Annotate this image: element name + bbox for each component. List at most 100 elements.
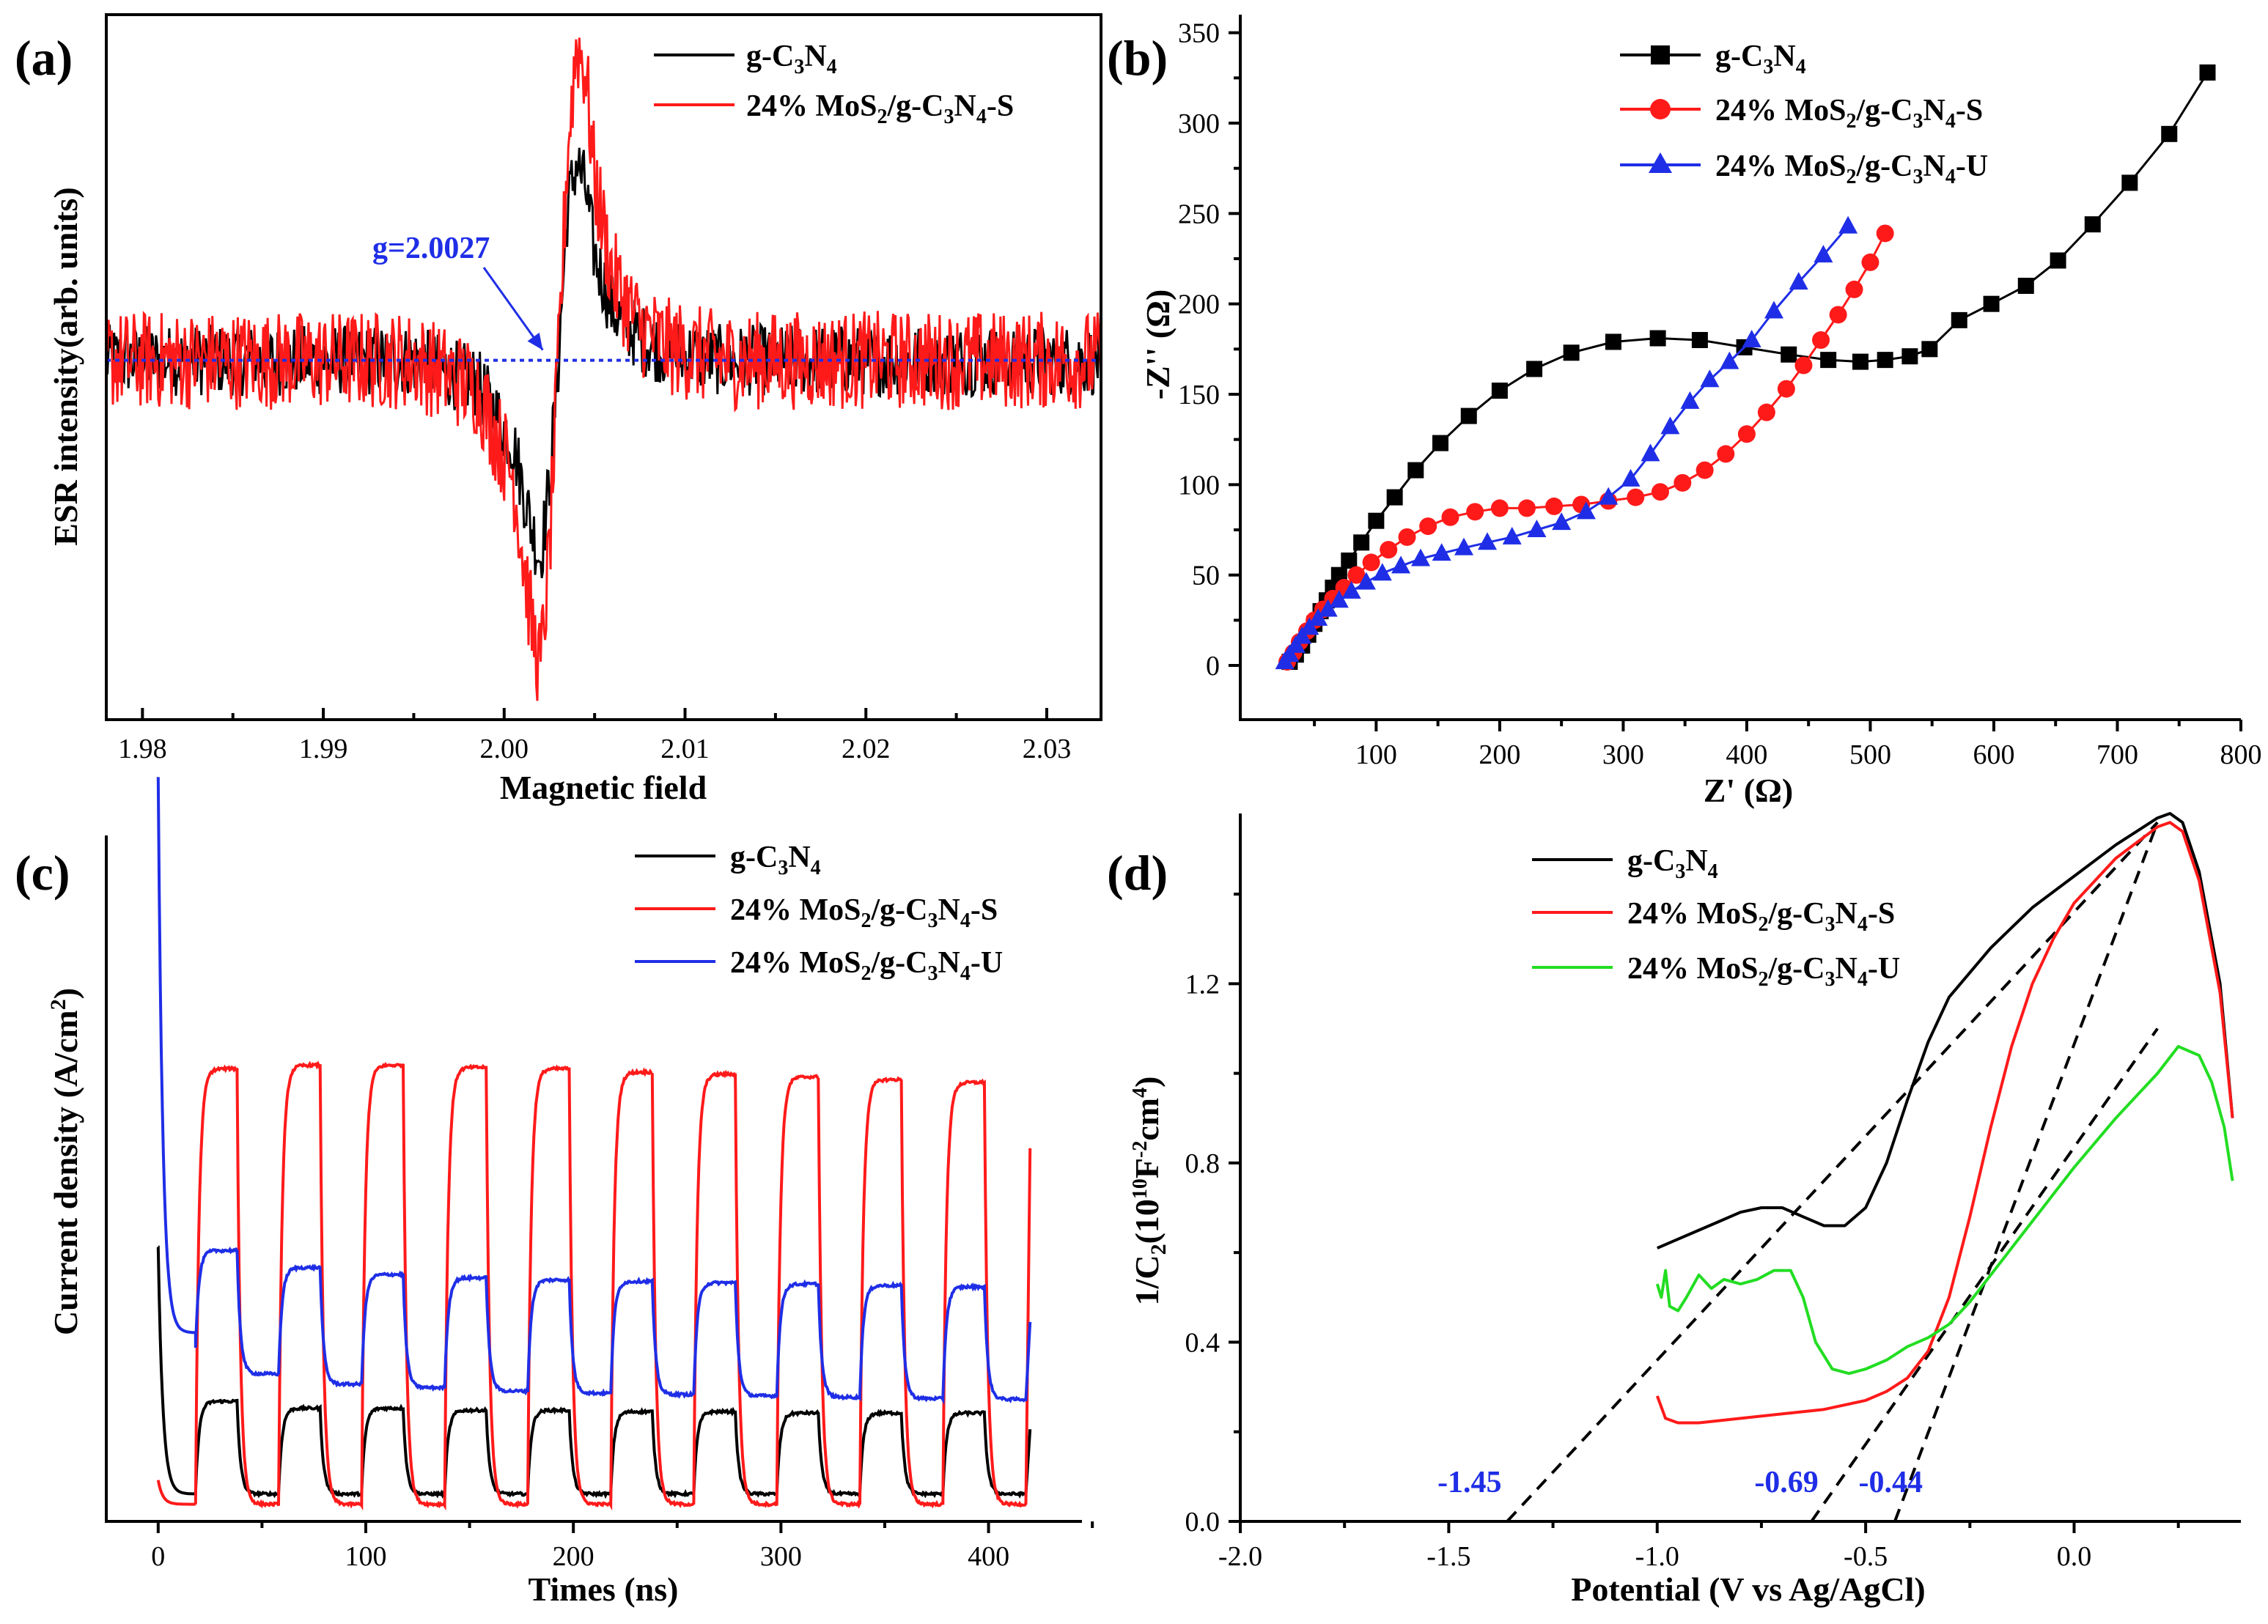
panel-d-legend: g-C3N4 24% MoS2/g-C3N4-S 24% MoS2/g-C3N4… (1532, 844, 1900, 991)
panel-a-xlabel: Magnetic field (500, 769, 707, 806)
tick-label-b-y: 300 (1178, 108, 1220, 139)
data-point (1368, 512, 1385, 529)
data-point (1599, 487, 1619, 505)
tick-label-d-y: 1.2 (1185, 969, 1220, 1000)
panel-c-xlabel: Times (ns) (529, 1571, 679, 1608)
tick-label-c-x: 100 (345, 1541, 386, 1572)
tick-label-b-x: 100 (1355, 739, 1397, 770)
data-point (1300, 617, 1319, 635)
tick-label-d-x: -2.0 (1218, 1541, 1262, 1572)
tick-label-d-x: -1.0 (1635, 1541, 1679, 1572)
data-point (1845, 280, 1863, 298)
legend-b-circle-marker (1650, 99, 1671, 119)
panel-a-annotation-arrow (482, 267, 544, 351)
tick-label-b-y: 250 (1178, 199, 1220, 229)
data-point (1341, 580, 1361, 599)
tick-label-b-x: 400 (1726, 739, 1767, 770)
data-point (1777, 380, 1795, 398)
tick-label-c-x: 0 (151, 1541, 165, 1572)
panel-d-xlabel: Potential (V vs Ag/AgCl) (1571, 1571, 1925, 1608)
data-point (1386, 489, 1403, 506)
data-point (1292, 626, 1312, 644)
data-point (1696, 461, 1714, 479)
tick-label-c-x: 200 (553, 1541, 594, 1572)
data-point (1814, 245, 1833, 263)
panel-a-ylabel: ESR intensity(arb. units) (47, 187, 84, 545)
data-point (1901, 348, 1918, 365)
data-point (1380, 541, 1398, 559)
data-point (1490, 499, 1509, 517)
data-point (1491, 383, 1508, 399)
data-point (2121, 174, 2138, 191)
panel-c-series (156, 777, 1032, 1511)
panel-a-label: (a) (15, 30, 73, 86)
tick-label-d-x: -1.5 (1426, 1541, 1470, 1572)
legend-a-g-c3n4: g-C3N4 (746, 40, 837, 78)
data-point (1454, 537, 1474, 556)
data-point (1742, 330, 1761, 347)
data-point (1460, 407, 1477, 424)
panel-b-axes: 100 200 300 400 500 600 700 800 0 50 100 150 200 250 3… (1178, 15, 2262, 770)
data-point (1812, 331, 1830, 349)
tick-label-b-y: 100 (1178, 470, 1220, 501)
tick-label-a: 2.00 (480, 734, 529, 764)
legend-b-g-c3n4: g-C3N4 (1715, 40, 1806, 78)
tangent-line (1506, 821, 2159, 1523)
data-point (1641, 443, 1660, 462)
data-point (1737, 425, 1756, 443)
tick-label-b-x: 600 (1973, 739, 2014, 770)
tick-label-a: 1.99 (299, 734, 348, 764)
tick-label-b-x: 700 (2096, 739, 2138, 770)
series-d-24-mos2-g-c3n4-u (1655, 1044, 2234, 1376)
panel-a-frame (105, 13, 1102, 721)
data-point (1341, 552, 1358, 569)
data-point (1983, 295, 2000, 312)
data-point (1502, 526, 1522, 545)
panel-c-legend: g-C3N4 24% MoS2/g-C3N4-S 24% MoS2/g-C3N4… (635, 841, 1003, 985)
data-point (1660, 416, 1680, 435)
data-point (1563, 344, 1580, 361)
panel-d-intercept-labels: -1.45 -0.69 -0.44 (1437, 1466, 1923, 1499)
data-point (1407, 462, 1424, 479)
tick-label-b-x: 800 (2220, 739, 2262, 770)
panel-d-ylabel: 1/C2(1010F-2cm4) (1128, 1077, 1171, 1306)
panel-d-tangent-lines (1506, 821, 2160, 1523)
panel-c-x-ticks: 0 100 200 300 400 (151, 1521, 1094, 1572)
data-point (1280, 644, 1300, 662)
data-point (2161, 125, 2178, 142)
data-point (1794, 356, 1813, 374)
tick-label-b-x: 200 (1479, 739, 1520, 770)
data-point (2050, 252, 2066, 269)
panel-d-label: (d) (1107, 845, 1168, 901)
tick-label-a: 2.03 (1023, 734, 1072, 764)
tick-label-b-y: 150 (1178, 380, 1220, 410)
intercept-label: -0.69 (1754, 1466, 1819, 1499)
data-point (1764, 300, 1783, 319)
tick-label-b-y: 0 (1206, 651, 1220, 682)
panel-a-series (105, 37, 1102, 701)
panel-b-series (1275, 64, 2216, 671)
tick-label-d-x: -0.5 (1844, 1541, 1888, 1572)
tick-label-a: 1.98 (118, 734, 167, 764)
data-point (1921, 341, 1938, 358)
data-point (1621, 468, 1641, 487)
panel-d-mott-schottky-chart: (d) -2.0 -1.5 -1.0 -0.5 0.0 0.0 0.4 0.8 1.2 -1.4… (1107, 812, 2241, 1608)
data-point (1411, 548, 1431, 566)
data-point (1372, 563, 1392, 581)
data-point (1478, 532, 1498, 550)
panel-b-xlabel: Z' (Ω) (1704, 772, 1793, 809)
tangent-line (1810, 1027, 2159, 1523)
data-point (1362, 553, 1380, 572)
tick-label-d-y: 0.4 (1185, 1327, 1220, 1358)
data-point (1789, 272, 1808, 290)
data-point (1838, 215, 1858, 234)
data-point (1627, 488, 1645, 506)
panel-c-label: (c) (15, 845, 70, 901)
data-point (2084, 216, 2101, 233)
tick-label-b-x: 500 (1849, 739, 1891, 770)
data-point (1605, 333, 1621, 350)
data-point (1781, 346, 1797, 363)
intercept-label: -0.44 (1859, 1466, 1923, 1499)
data-point (1419, 517, 1437, 536)
